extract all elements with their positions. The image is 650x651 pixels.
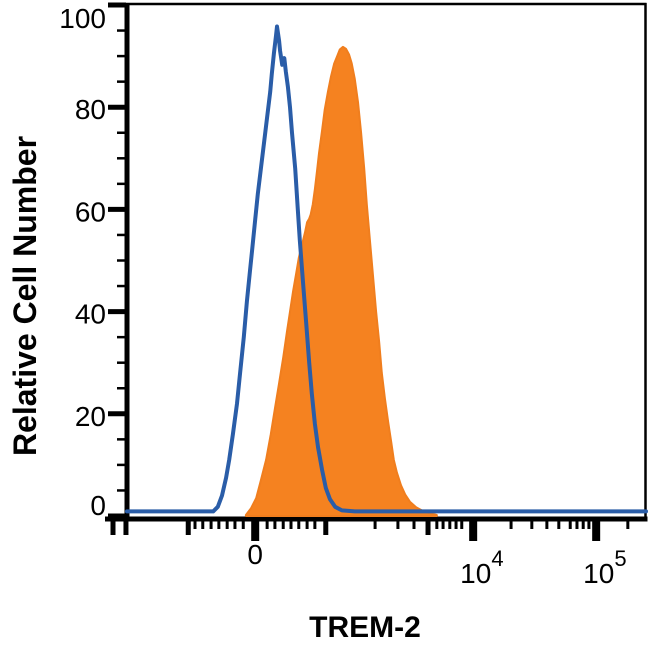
axes [105, 2, 648, 522]
axis-tick-labels: 0 20 40 60 80 100 0 104 105 [59, 3, 626, 589]
x-tick-label: 105 [583, 546, 626, 589]
y-tick-label: 100 [59, 3, 106, 34]
x-axis-title: TREM-2 [309, 611, 421, 644]
histogram-curves [125, 24, 648, 517]
open-blue-histogram-curve [125, 24, 648, 514]
y-axis-title: Relative Cell Number [7, 136, 43, 456]
axis-ticks [108, 2, 630, 541]
y-tick-label: 80 [75, 94, 106, 125]
filled-orange-histogram-curve [244, 45, 438, 517]
y-tick-label: 20 [75, 401, 106, 432]
x-tick-label: 104 [460, 546, 503, 589]
y-tick-label: 60 [75, 196, 106, 227]
x-tick-label: 0 [247, 539, 263, 570]
y-tick-label: 40 [75, 299, 106, 330]
y-tick-label: 0 [90, 490, 106, 521]
